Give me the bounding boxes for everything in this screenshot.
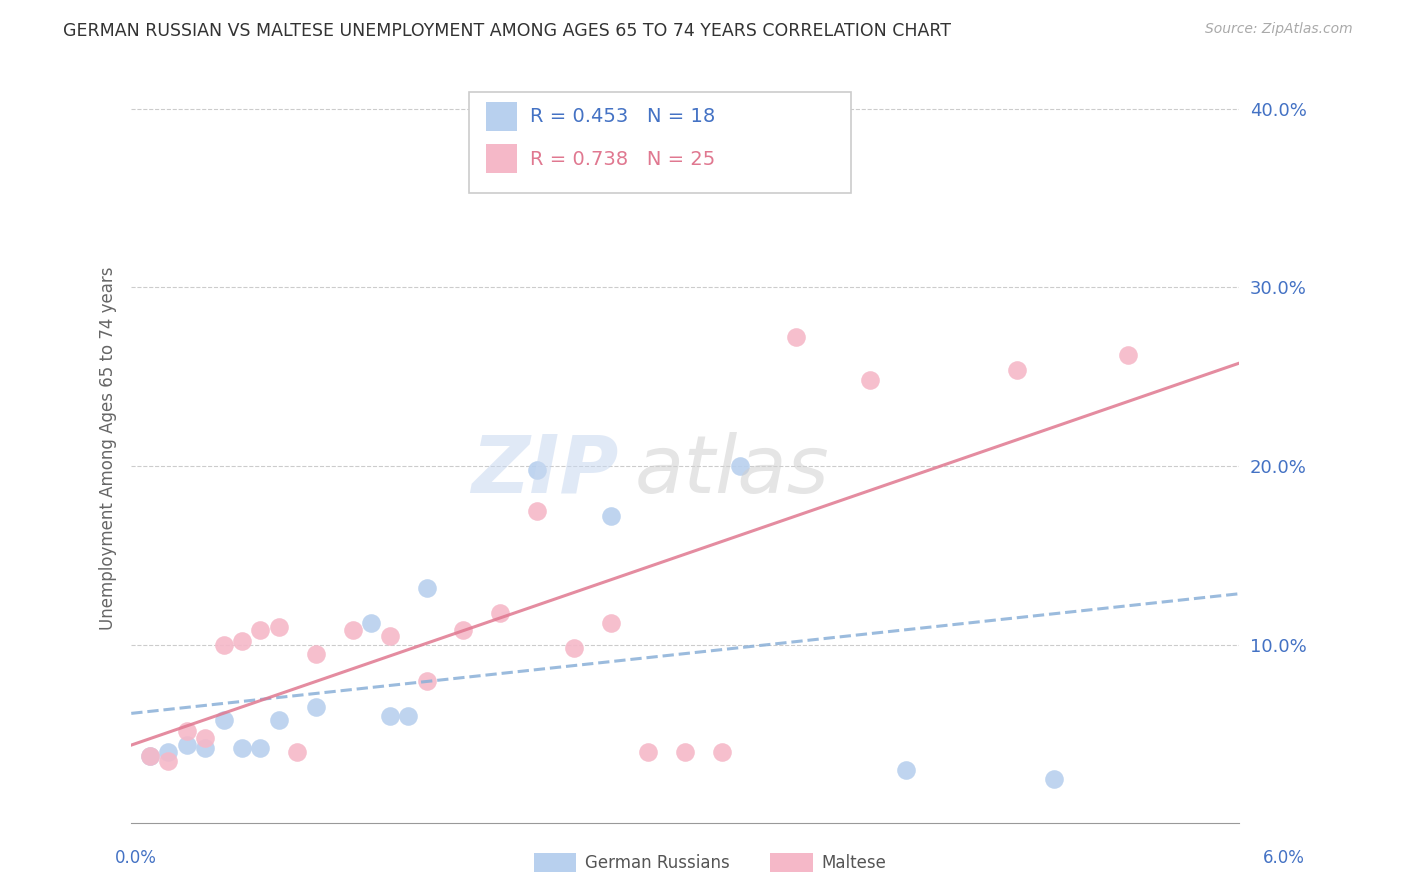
Text: ZIP: ZIP <box>471 432 619 509</box>
FancyBboxPatch shape <box>470 92 851 193</box>
Text: atlas: atlas <box>636 432 830 509</box>
Point <box>249 624 271 638</box>
Point <box>600 616 623 631</box>
Point <box>858 373 880 387</box>
Point <box>212 638 235 652</box>
Point <box>231 741 253 756</box>
Point <box>415 673 437 688</box>
Text: 0.0%: 0.0% <box>115 849 157 867</box>
Point <box>231 634 253 648</box>
Point <box>896 763 918 777</box>
Point <box>637 745 659 759</box>
Point <box>600 509 623 524</box>
Point <box>1005 362 1028 376</box>
Point <box>378 709 401 723</box>
Point <box>673 745 696 759</box>
Point <box>785 330 807 344</box>
Y-axis label: Unemployment Among Ages 65 to 74 years: Unemployment Among Ages 65 to 74 years <box>100 267 117 630</box>
Point <box>249 741 271 756</box>
Text: GERMAN RUSSIAN VS MALTESE UNEMPLOYMENT AMONG AGES 65 TO 74 YEARS CORRELATION CHA: GERMAN RUSSIAN VS MALTESE UNEMPLOYMENT A… <box>63 22 952 40</box>
Point <box>453 624 475 638</box>
Point <box>396 709 419 723</box>
Text: 6.0%: 6.0% <box>1263 849 1305 867</box>
Point <box>710 745 733 759</box>
Text: R = 0.453   N = 18: R = 0.453 N = 18 <box>530 107 716 126</box>
Text: Source: ZipAtlas.com: Source: ZipAtlas.com <box>1205 22 1353 37</box>
Text: Maltese: Maltese <box>821 854 886 871</box>
Point <box>138 748 160 763</box>
Point <box>360 616 382 631</box>
Point <box>378 629 401 643</box>
Point <box>526 504 548 518</box>
Point <box>176 723 198 738</box>
FancyBboxPatch shape <box>485 103 516 131</box>
FancyBboxPatch shape <box>485 145 516 173</box>
Point <box>562 641 585 656</box>
Point <box>730 459 752 474</box>
Point <box>305 700 328 714</box>
Point <box>489 606 512 620</box>
Point <box>1043 772 1066 786</box>
Point <box>212 713 235 727</box>
Point <box>415 581 437 595</box>
Point <box>285 745 308 759</box>
Point <box>194 731 217 745</box>
Point <box>157 745 180 759</box>
Text: German Russians: German Russians <box>585 854 730 871</box>
Point <box>526 463 548 477</box>
Text: R = 0.738   N = 25: R = 0.738 N = 25 <box>530 150 716 169</box>
Point <box>305 647 328 661</box>
Point <box>267 620 290 634</box>
Point <box>267 713 290 727</box>
Point <box>157 754 180 768</box>
Point <box>342 624 364 638</box>
Point <box>138 748 160 763</box>
Point <box>194 741 217 756</box>
Point <box>176 738 198 752</box>
Point <box>1116 348 1139 362</box>
